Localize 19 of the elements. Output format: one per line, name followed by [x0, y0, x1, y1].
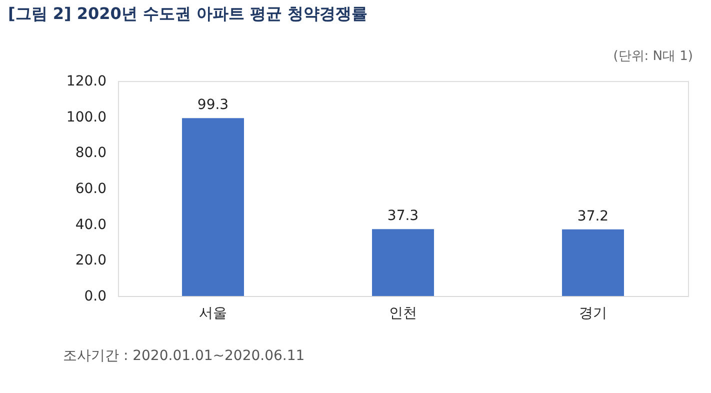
y-tick-label: 0.0 — [84, 288, 106, 304]
bar — [182, 118, 244, 296]
chart-title: [그림 2] 2020년 수도권 아파트 평균 청약경쟁률 — [8, 4, 368, 23]
data-label: 99.3 — [197, 97, 229, 114]
data-label: 37.2 — [577, 208, 609, 224]
text: 조사기간 : 2020.01.01~2020.06.11 — [63, 348, 305, 364]
chart-subtitle: (단위: N대 1) — [613, 49, 693, 64]
x-tick-label: 경기 — [579, 306, 607, 322]
y-tick-label: 120.0 — [66, 74, 106, 90]
y-tick-label: 40.0 — [75, 216, 106, 233]
data-label: 37.3 — [387, 208, 419, 224]
bar — [372, 229, 434, 296]
x-tick-label: 인천 — [389, 306, 417, 322]
y-tick-label: 80.0 — [75, 145, 106, 162]
bar — [562, 229, 624, 296]
y-tick-label: 60.0 — [75, 181, 106, 197]
x-tick-label: 서울 — [199, 306, 227, 322]
y-tick-label: 20.0 — [75, 252, 106, 269]
y-tick-label: 100.0 — [66, 109, 106, 126]
